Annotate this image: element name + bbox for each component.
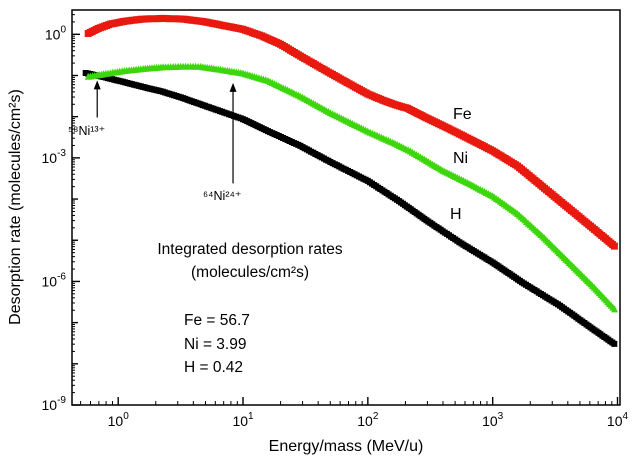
y-tick-label: 10-6 — [42, 271, 67, 289]
inset-value-h: H = 0.42 — [184, 359, 244, 376]
curve-fe — [84, 14, 618, 250]
y-tick-label: 10-3 — [42, 148, 67, 166]
y-tick-label: 10-9 — [42, 395, 67, 413]
x-tick-label: 103 — [482, 411, 504, 429]
x-tick-label: 100 — [108, 411, 130, 429]
inset-value-ni: Ni = 3.99 — [184, 336, 247, 353]
annotation-64Ni24: ⁶⁴Ni²⁴⁺ — [203, 189, 242, 203]
y-tick-label: 100 — [45, 24, 67, 42]
annotation-58Ni13: ⁵⁸Ni¹³⁺ — [68, 124, 106, 138]
y-axis-label: Desorption rate (molecules/cm²s) — [7, 89, 24, 325]
inset-value-fe: Fe = 56.7 — [184, 312, 250, 329]
x-tick-label: 102 — [357, 411, 379, 429]
inset-units: (molecules/cm²s) — [191, 264, 309, 281]
annotation-arrowhead-1 — [229, 82, 237, 92]
series-label-ni: Ni — [453, 150, 469, 167]
inset-title: Integrated desorption rates — [157, 241, 343, 258]
x-axis-label: Energy/mass (MeV/u) — [268, 438, 424, 455]
x-tick-label: 101 — [232, 411, 254, 429]
series-label-h: H — [450, 206, 462, 223]
x-tick-label: 104 — [607, 411, 629, 429]
annotation-arrowhead-0 — [93, 80, 101, 90]
plot-frame — [71, 9, 621, 406]
curve-h — [82, 70, 618, 347]
series-label-fe: Fe — [453, 106, 472, 123]
